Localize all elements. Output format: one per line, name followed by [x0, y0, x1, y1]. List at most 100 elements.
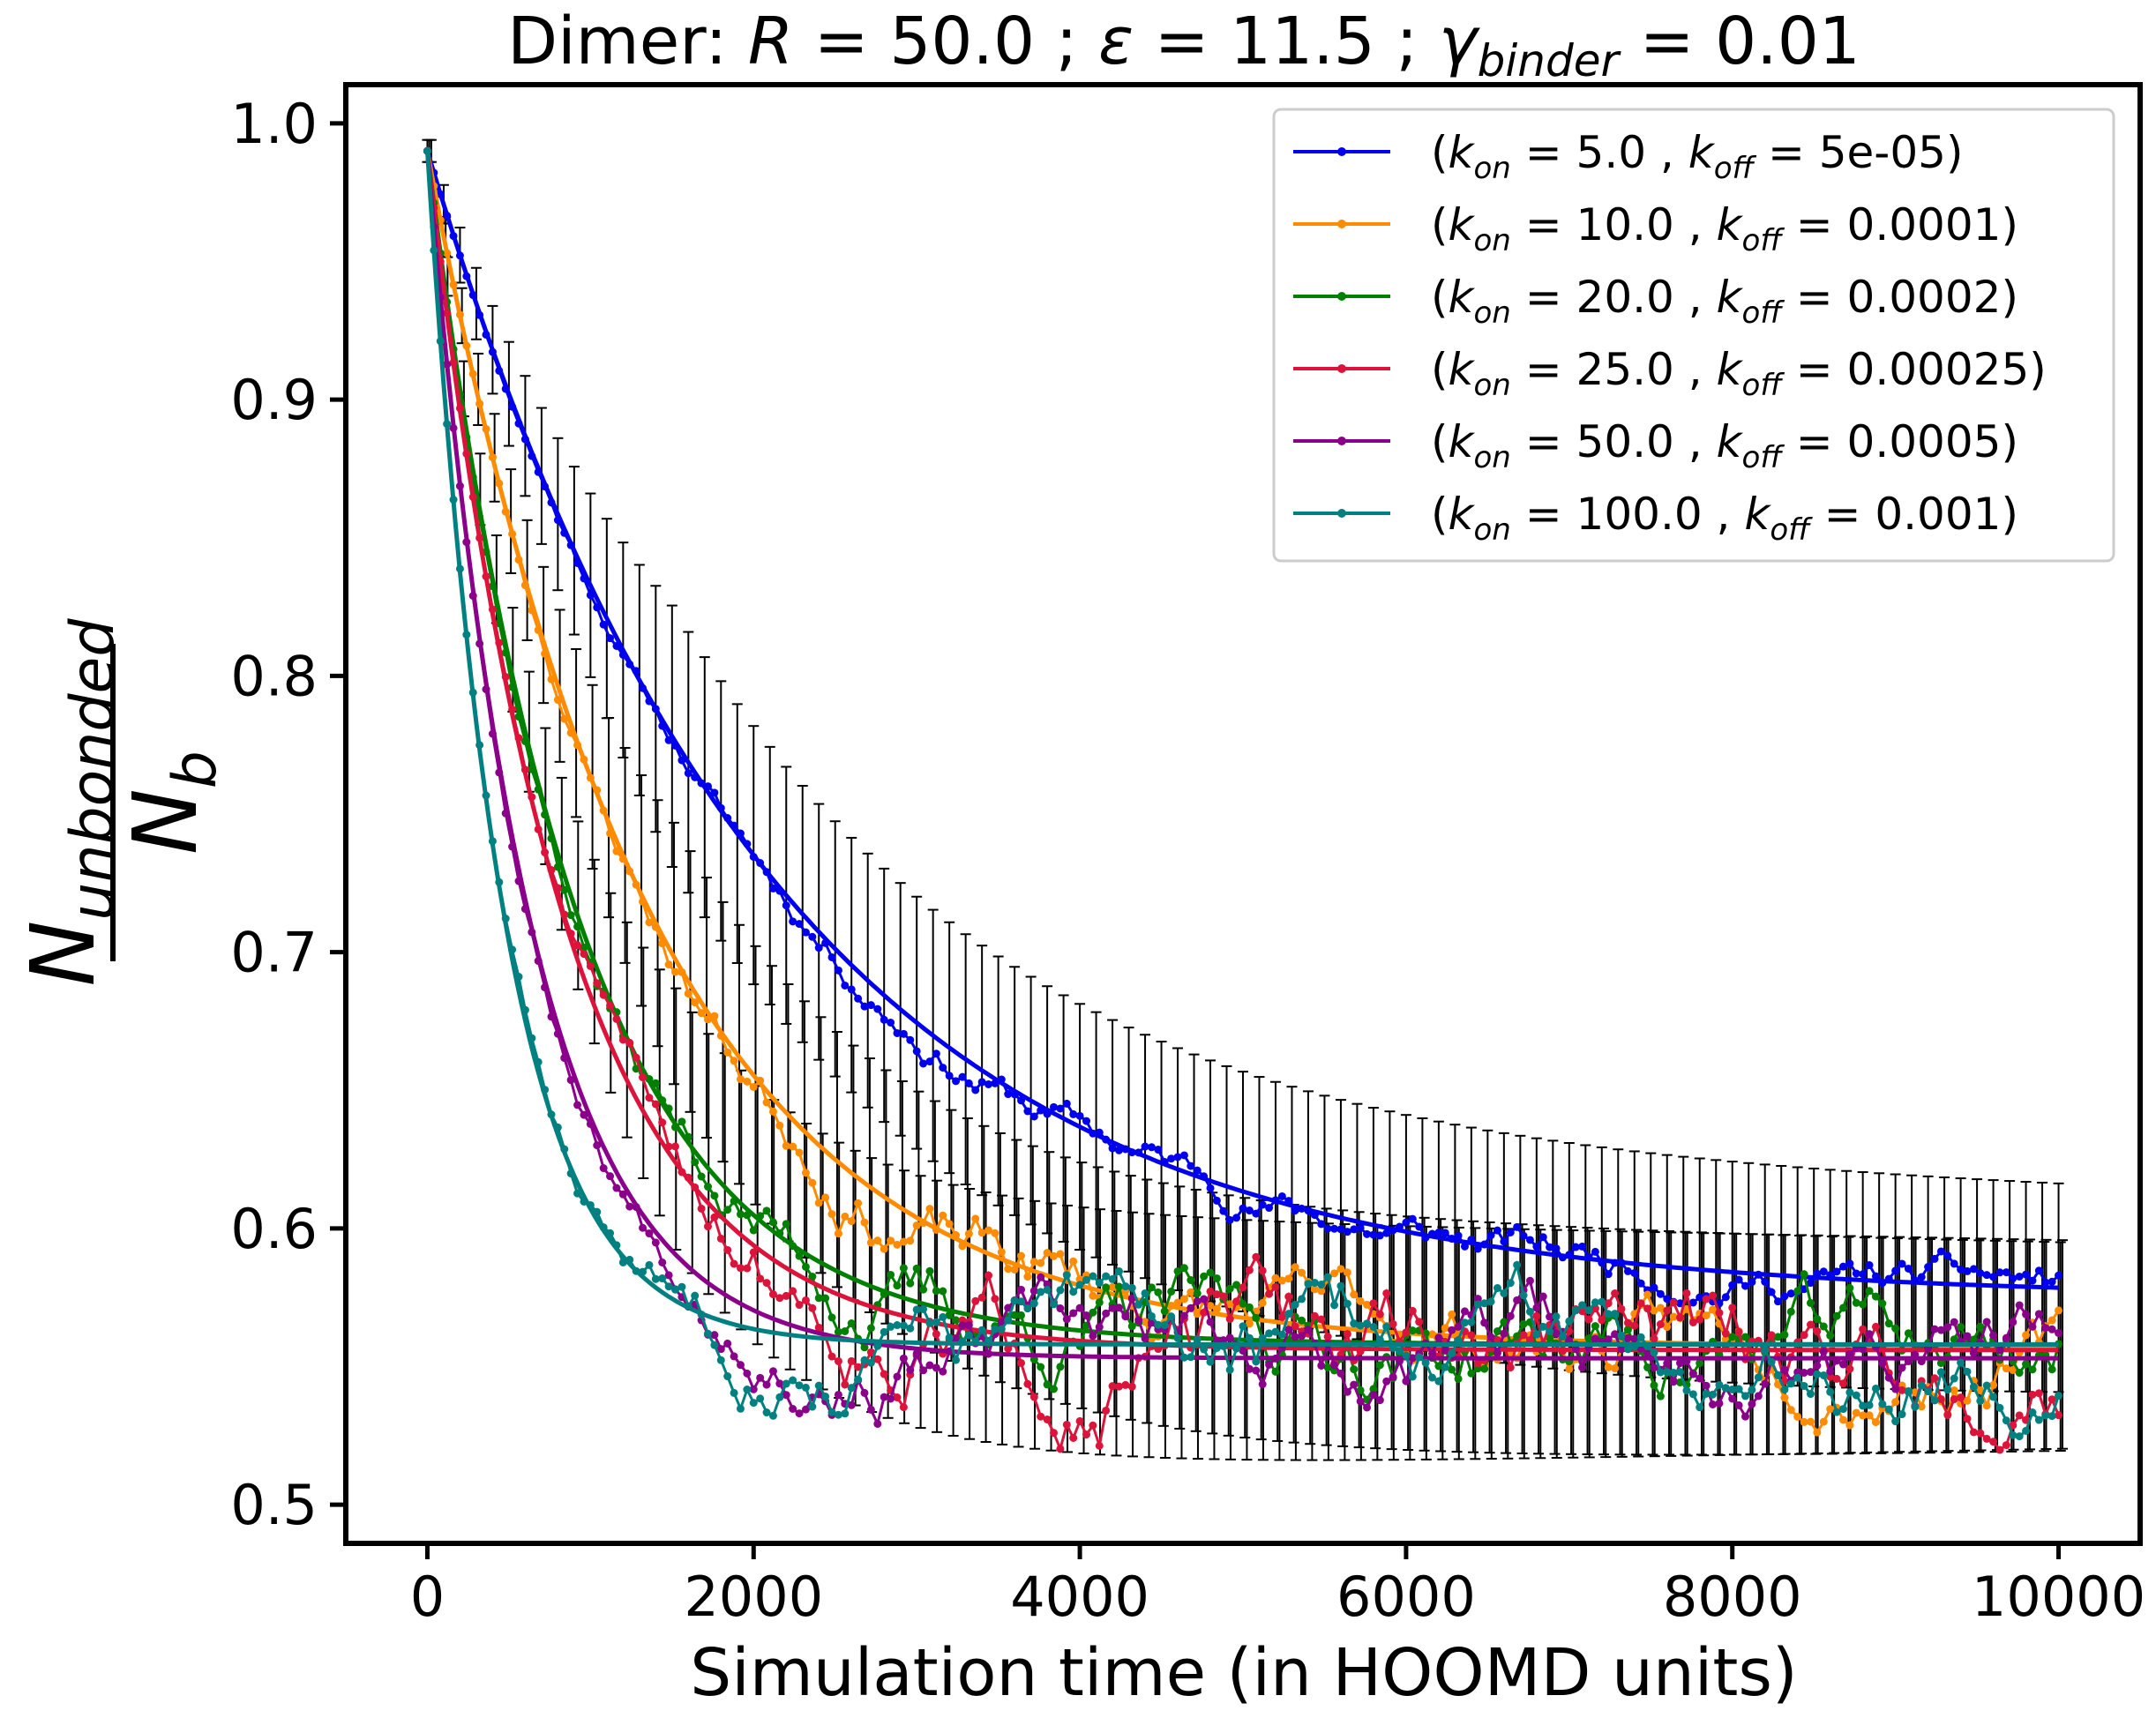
series-point	[821, 1294, 830, 1303]
y-label-numerator: Nunbonded	[11, 618, 128, 987]
series-point	[827, 1408, 836, 1416]
series-point	[1709, 1400, 1718, 1408]
series-point	[1050, 1300, 1059, 1309]
series-point	[1173, 1153, 1182, 1162]
series-point	[703, 1183, 712, 1191]
series-point	[1382, 1229, 1391, 1237]
series-point	[795, 1301, 804, 1310]
series-point	[1806, 1417, 1815, 1426]
series-point	[1225, 1333, 1234, 1342]
series-point	[1239, 1204, 1247, 1213]
series-point	[1584, 1306, 1593, 1315]
series-point	[1930, 1374, 1939, 1383]
series-point	[1277, 1330, 1286, 1339]
series-point	[1500, 1318, 1508, 1326]
series-point	[651, 1274, 660, 1283]
series-point	[1089, 1272, 1097, 1281]
series-point	[1826, 1405, 1835, 1414]
series-point	[1448, 1349, 1456, 1358]
series-point	[1265, 1289, 1274, 1298]
series-point	[2022, 1310, 2031, 1318]
series-point	[1780, 1292, 1789, 1301]
series-point	[977, 1078, 986, 1087]
series-point	[703, 1329, 712, 1338]
series-point	[1891, 1324, 1900, 1333]
series-point	[2022, 1331, 2031, 1340]
legend: (kon = 5.0 , koff = 5e-05) (kon = 10.0 , …	[1272, 108, 2115, 563]
series-point	[1167, 1312, 1176, 1321]
series-point	[1943, 1323, 1952, 1332]
series-point	[1473, 1300, 1482, 1309]
series-point	[1408, 1306, 1417, 1315]
series-point	[1291, 1322, 1299, 1331]
series-point	[1486, 1297, 1495, 1306]
series-point	[1604, 1310, 1613, 1318]
series-point	[1643, 1304, 1652, 1313]
series-point	[684, 990, 692, 998]
series-point	[1298, 1295, 1306, 1303]
series-point	[1473, 1244, 1482, 1253]
series-point	[1427, 1373, 1436, 1382]
series-point	[612, 1184, 621, 1192]
series-point	[1696, 1359, 1704, 1368]
series-point	[1884, 1319, 1893, 1328]
series-point	[1611, 1364, 1620, 1373]
series-point	[952, 1316, 961, 1325]
series-point	[671, 1142, 680, 1151]
series-point	[1838, 1360, 1847, 1369]
series-point	[1356, 1397, 1365, 1406]
series-point	[1617, 1345, 1626, 1354]
series-point	[1936, 1247, 1945, 1256]
series-point	[1525, 1236, 1534, 1244]
series-point	[671, 967, 680, 976]
series-point	[1147, 1311, 1156, 1320]
series-point	[1206, 1268, 1215, 1277]
series-point	[847, 1217, 856, 1226]
series-point	[893, 1393, 902, 1402]
series-point	[1219, 1292, 1228, 1301]
series-point	[1506, 1228, 1515, 1236]
series-point	[1245, 1266, 1254, 1274]
series-point	[2041, 1411, 2050, 1420]
series-point	[1023, 1273, 1032, 1281]
series-point	[1102, 1272, 1111, 1281]
series-point	[1859, 1345, 1868, 1354]
series-point	[697, 1172, 706, 1181]
series-point	[1043, 1415, 1052, 1423]
series-point	[1813, 1428, 1822, 1437]
series-point	[789, 1404, 797, 1413]
series-point	[1069, 1257, 1078, 1266]
series-point	[723, 1245, 732, 1254]
series-point	[1728, 1303, 1737, 1312]
series-point	[1898, 1410, 1906, 1419]
series-point	[1506, 1311, 1515, 1320]
series-point	[1427, 1349, 1436, 1358]
series-point	[1623, 1345, 1632, 1354]
series-point	[1532, 1242, 1541, 1251]
series-point	[716, 1234, 725, 1243]
series-point	[1108, 1274, 1117, 1283]
series-point	[782, 1379, 790, 1388]
series-point	[1982, 1381, 1991, 1390]
series-point	[1382, 1377, 1391, 1386]
series-point	[1838, 1405, 1847, 1414]
axis-ticks: 0 2000 4000 6000 8000 10000 0.5 0.6 0.7 0.8 0.9 1.0	[230, 92, 2145, 1629]
series-point	[1936, 1394, 1945, 1403]
series-point	[1500, 1237, 1508, 1246]
series-point	[645, 1094, 654, 1102]
series-point	[1806, 1298, 1815, 1307]
series-point	[1114, 1303, 1123, 1312]
series-point	[775, 1393, 784, 1401]
series-point	[1089, 1421, 1097, 1430]
series-point	[1500, 1329, 1508, 1338]
series-point	[1075, 1275, 1084, 1284]
series-point	[939, 1064, 947, 1072]
series-point	[1232, 1281, 1241, 1289]
series-point	[991, 1295, 999, 1303]
series-point	[684, 769, 692, 778]
series-point	[1682, 1386, 1691, 1395]
series-point	[1271, 1327, 1280, 1336]
series-point	[1793, 1412, 1802, 1421]
series-point	[1826, 1331, 1835, 1340]
series-point	[1160, 1307, 1169, 1316]
